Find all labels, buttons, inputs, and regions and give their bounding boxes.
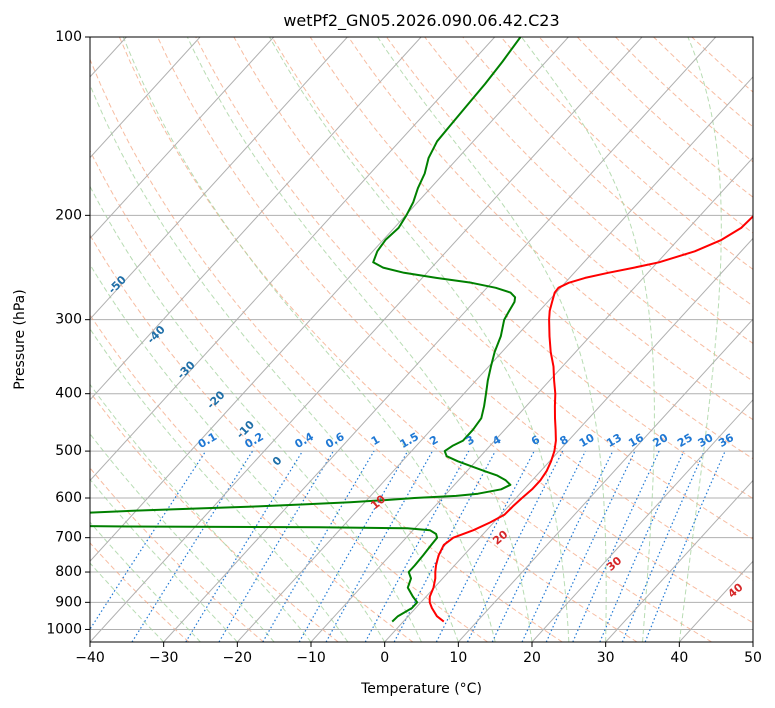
- dry-adiabat-line: [195, 37, 753, 582]
- mixing-ratio-line: [90, 450, 207, 631]
- moist-adiabat-line: [90, 185, 422, 642]
- temperature-profile-line: [428, 214, 753, 623]
- isotherm-line: [90, 37, 643, 642]
- moist-adiabats: [90, 37, 722, 642]
- moist-adiabat-line: [90, 327, 349, 642]
- mixing-ratio-line: [393, 450, 496, 642]
- y-tick-label: 800: [55, 564, 82, 580]
- dry-adiabat-line: [386, 37, 753, 382]
- dry-adiabat-line: [90, 149, 563, 642]
- isotherm-line: [163, 37, 717, 642]
- dry-adiabat-line: [90, 313, 414, 642]
- y-tick-label: 400: [55, 386, 82, 402]
- moist-adiabat-line: [521, 37, 655, 642]
- isotherm-line: [90, 37, 275, 240]
- y-axis-title: Pressure (hPa): [12, 289, 28, 389]
- y-tick-label: 600: [55, 490, 82, 506]
- mixing-ratio-line: [466, 450, 564, 642]
- dry-adiabat-line: [157, 37, 753, 624]
- moist-adiabat-line: [186, 37, 533, 642]
- mixing-ratio-line: [185, 450, 304, 642]
- isotherm-line: [457, 318, 753, 642]
- moist-adiabat-line: [90, 478, 238, 642]
- moist-adiabat-line: [269, 37, 570, 642]
- x-tick-label: 50: [744, 650, 762, 666]
- plot-area: [90, 37, 753, 642]
- x-tick-label: −40: [75, 650, 105, 666]
- moist-adiabat-line: [377, 37, 607, 642]
- y-tick-label: 900: [55, 594, 82, 610]
- sounding-profiles: [90, 37, 753, 623]
- y-axis: 1000 900 800 700 600 500 400 300 200 100: [46, 29, 90, 637]
- moist-adiabat-line: [90, 562, 165, 642]
- y-tick-label: 100: [55, 29, 82, 45]
- isotherm-line: [90, 37, 201, 159]
- y-tick-label: 200: [55, 207, 82, 223]
- x-tick-label: 0: [380, 650, 389, 666]
- y-tick-label: 300: [55, 312, 82, 328]
- dry-adiabat-line: [271, 37, 753, 500]
- x-tick-label: −20: [223, 650, 253, 666]
- x-axis: −40 −30 −20 −10 0 10 20 30 40 50: [75, 642, 762, 666]
- x-tick-label: −10: [296, 650, 326, 666]
- isotherm-line: [90, 37, 348, 320]
- moist-adiabat-line: [678, 37, 722, 642]
- y-tick-label: 1000: [46, 621, 82, 637]
- mixing-ratio-line: [325, 450, 434, 642]
- moist-adiabat-line: [122, 37, 496, 642]
- isotherm-line: [236, 76, 753, 642]
- moist-adiabat-line: [90, 83, 459, 642]
- isotherm-line: [90, 37, 496, 482]
- x-tick-label: 10: [449, 650, 467, 666]
- isotherm-line: [384, 237, 753, 642]
- x-tick-label: 40: [670, 650, 688, 666]
- isotherm-line: [531, 399, 753, 642]
- dewpoint-profile-line: [90, 37, 522, 623]
- isotherm-line: [90, 37, 569, 563]
- x-tick-label: 30: [597, 650, 615, 666]
- mixing-ratio-lines: [90, 450, 726, 642]
- y-tick-label: 500: [55, 443, 82, 459]
- x-tick-label: 20: [523, 650, 541, 666]
- isotherm-line: [605, 479, 753, 642]
- mixing-ratio-line: [131, 450, 254, 642]
- y-tick-label: 700: [55, 530, 82, 546]
- isotherm-line: [90, 37, 422, 401]
- moist-adiabat-line: [90, 263, 386, 642]
- mixing-ratio-line: [621, 450, 705, 642]
- moist-adiabat-line: [90, 521, 201, 642]
- moist-adiabat-line: [90, 433, 275, 642]
- isotherms: [90, 37, 753, 642]
- dry-adiabat-line: [90, 58, 638, 642]
- dry-adiabat-line: [309, 37, 753, 460]
- x-axis-title: Temperature (°C): [360, 681, 482, 697]
- mixing-ratio-line: [599, 450, 685, 642]
- mixing-ratio-line: [364, 450, 470, 642]
- mixing-ratio-line: [572, 450, 660, 642]
- chart-title: wetPf2_GN05.2026.090.06.42.C23: [283, 11, 559, 31]
- plot-frame: [89, 36, 754, 643]
- isotherm-line: [310, 156, 753, 642]
- x-tick-label: −30: [149, 650, 179, 666]
- dry-adiabat-line: [424, 37, 753, 344]
